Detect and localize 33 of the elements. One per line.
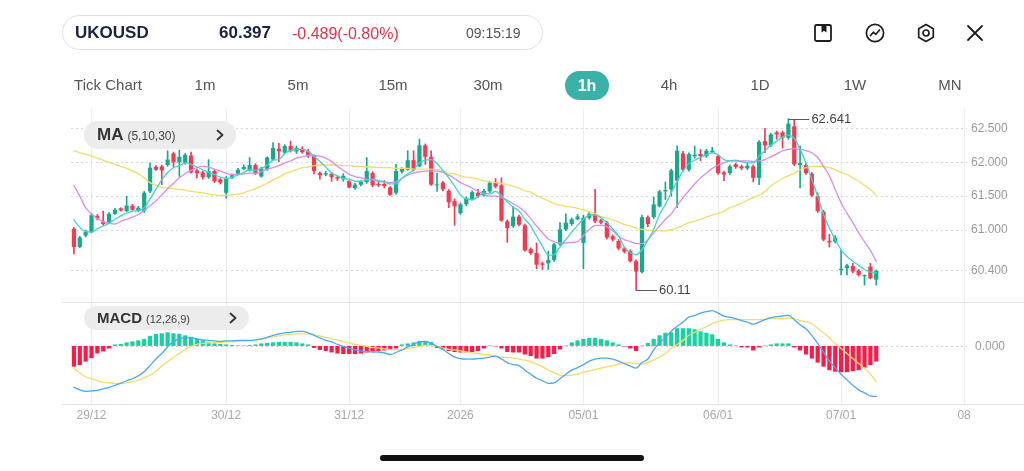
y-tick-label: 61.000 xyxy=(971,222,1009,237)
text: 5m xyxy=(287,75,309,95)
x-tick-label: 30/12 xyxy=(211,407,242,422)
chart-title: MACD (12,26,9) xyxy=(97,309,191,326)
text: 09:15:19 xyxy=(466,24,521,42)
x-tick-label: 2026 xyxy=(447,407,475,422)
y-tick-label: 62.500 xyxy=(971,120,1009,135)
text: 30m xyxy=(473,75,503,95)
chart-title: UKOUSD xyxy=(75,22,149,44)
ref-line-label: 0.000 xyxy=(975,338,1006,353)
annotation: 60.11 xyxy=(659,282,691,298)
annotation: 62.641 xyxy=(811,111,852,127)
x-tick-label: 29/12 xyxy=(76,407,107,422)
text: -0.489(-0.80%) xyxy=(292,23,399,44)
y-tick-label: 62.000 xyxy=(971,154,1009,169)
x-tick-label: 07/01 xyxy=(826,407,857,422)
text: 1D xyxy=(750,75,770,95)
text: 4h xyxy=(660,75,678,95)
text: 1h xyxy=(577,75,597,96)
y-tick-label: 61.500 xyxy=(971,188,1009,203)
text: 15m xyxy=(378,75,408,95)
text: 1W xyxy=(843,75,867,95)
x-tick-label: 06/01 xyxy=(703,407,734,422)
text: MN xyxy=(938,75,962,95)
x-tick-label: 31/12 xyxy=(334,407,365,422)
text: 1m xyxy=(194,75,216,95)
text: Tick Chart xyxy=(74,75,142,95)
text: 60.397 xyxy=(219,22,271,44)
indicator-pill: MACD (12,26,9) xyxy=(84,306,249,330)
x-tick-label: 08 xyxy=(957,407,972,422)
x-tick-label: 05/01 xyxy=(568,407,599,422)
y-tick-label: 60.400 xyxy=(971,263,1009,278)
indicator-pill: MA (5,10,30) xyxy=(84,121,236,149)
